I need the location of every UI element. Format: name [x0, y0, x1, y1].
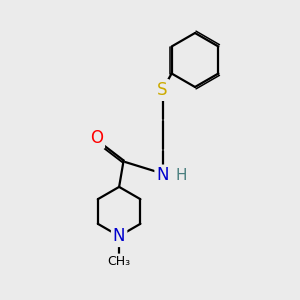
- Text: S: S: [158, 81, 168, 99]
- Text: O: O: [90, 129, 103, 147]
- Text: H: H: [176, 168, 187, 183]
- Text: CH₃: CH₃: [108, 255, 131, 268]
- Text: N: N: [156, 167, 169, 184]
- Text: N: N: [113, 227, 125, 245]
